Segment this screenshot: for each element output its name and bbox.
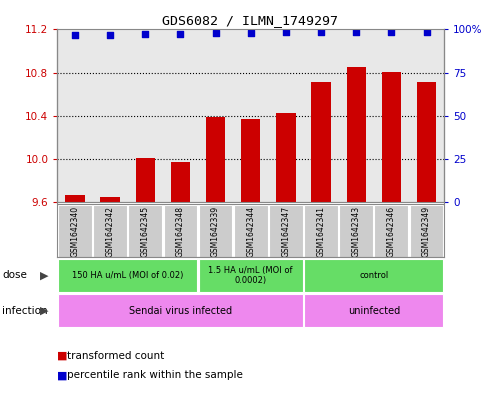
Text: ■: ■ (57, 370, 71, 380)
Text: 150 HA u/mL (MOI of 0.02): 150 HA u/mL (MOI of 0.02) (72, 271, 184, 280)
Text: ▶: ▶ (39, 270, 48, 281)
Bar (410, 205, 444, 257)
Point (106, 31, 114, 38)
Text: GSM1642345: GSM1642345 (141, 206, 150, 257)
Text: GSM1642344: GSM1642344 (246, 206, 255, 257)
Bar (58, 259, 197, 292)
Point (247, 30, 255, 36)
Bar (269, 205, 303, 257)
Bar (171, 162, 190, 202)
Point (352, 29, 360, 35)
Bar (206, 117, 225, 202)
Bar (276, 113, 295, 202)
Point (177, 31, 185, 37)
Bar (100, 197, 120, 202)
Text: GSM1642339: GSM1642339 (211, 206, 220, 257)
Bar (304, 259, 444, 292)
Text: GSM1642348: GSM1642348 (176, 206, 185, 257)
Point (282, 29, 290, 35)
Bar (58, 205, 92, 257)
Bar (234, 205, 267, 257)
Text: GSM1642340: GSM1642340 (70, 206, 79, 257)
Point (387, 29, 395, 35)
Text: 1.5 HA u/mL (MOI of
0.0002): 1.5 HA u/mL (MOI of 0.0002) (209, 266, 293, 285)
Text: GDS6082 / ILMN_1749297: GDS6082 / ILMN_1749297 (162, 14, 337, 27)
Bar (65, 195, 85, 202)
Point (71, 31, 79, 38)
Bar (199, 205, 233, 257)
Text: dose: dose (2, 270, 27, 281)
Bar (374, 205, 408, 257)
Bar (136, 158, 155, 202)
Bar (304, 294, 444, 327)
Text: GSM1642341: GSM1642341 (316, 206, 325, 257)
Text: GSM1642347: GSM1642347 (281, 206, 290, 257)
Bar (382, 72, 401, 202)
Bar (311, 83, 331, 202)
Text: GSM1642346: GSM1642346 (387, 206, 396, 257)
Point (317, 29, 325, 35)
Text: GSM1642349: GSM1642349 (422, 206, 431, 257)
Text: infection: infection (2, 306, 48, 316)
Text: percentile rank within the sample: percentile rank within the sample (67, 370, 243, 380)
Point (212, 30, 220, 36)
Bar (164, 205, 197, 257)
Text: uninfected: uninfected (348, 306, 400, 316)
Text: GSM1642343: GSM1642343 (352, 206, 361, 257)
Bar (58, 294, 303, 327)
Point (141, 31, 149, 37)
Text: GSM1642342: GSM1642342 (106, 206, 115, 257)
Bar (304, 205, 338, 257)
Bar (241, 119, 260, 202)
Text: control: control (359, 271, 388, 280)
Text: transformed count: transformed count (67, 351, 165, 361)
Text: ▶: ▶ (39, 306, 48, 316)
Text: Sendai virus infected: Sendai virus infected (129, 306, 232, 316)
Bar (93, 205, 127, 257)
Bar (346, 67, 366, 202)
Bar (339, 205, 373, 257)
Point (423, 29, 431, 35)
Bar (128, 205, 162, 257)
Bar (199, 259, 303, 292)
Text: ■: ■ (57, 351, 71, 361)
Bar (417, 83, 436, 202)
